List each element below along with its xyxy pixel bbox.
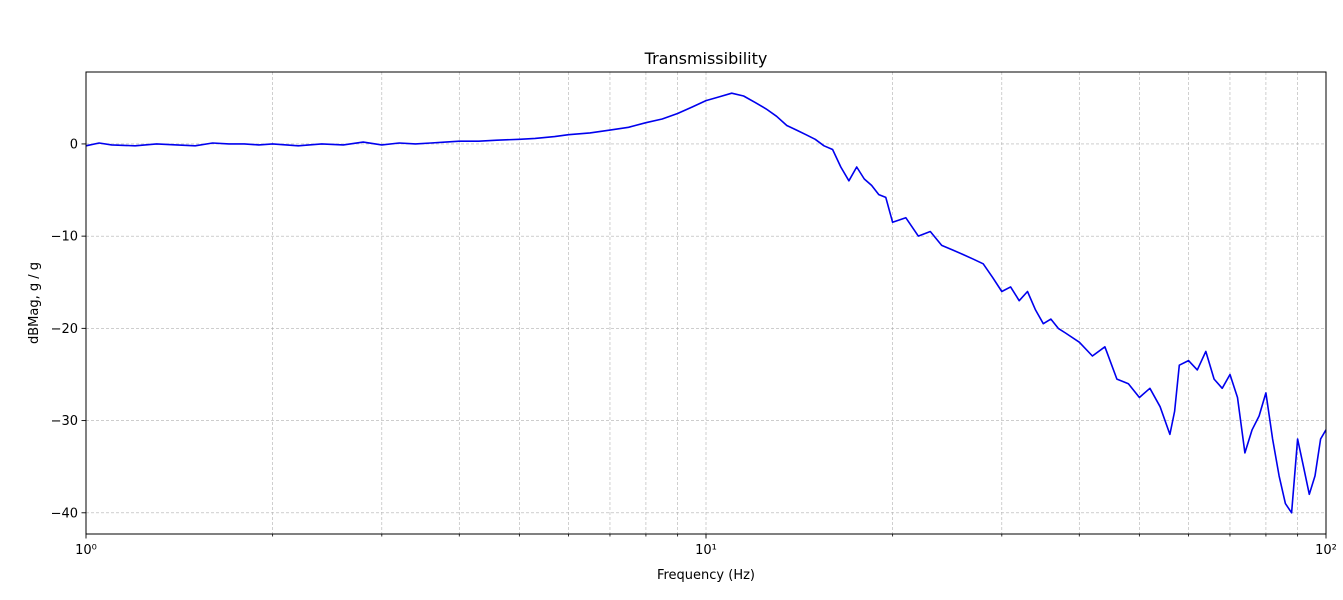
x-tick-label: 10¹ — [695, 543, 717, 558]
x-tick-label: 10⁰ — [75, 543, 97, 558]
x-axis-label: Frequency (Hz) — [657, 568, 755, 583]
y-axis-label: dBMag, g / g — [27, 262, 42, 344]
y-tick-label: 0 — [70, 137, 78, 152]
y-tick-label: −10 — [51, 230, 78, 245]
series-line — [85, 92, 1327, 514]
y-tick-label: −30 — [51, 414, 78, 429]
y-tick-label: −40 — [51, 506, 78, 521]
grid-layer — [86, 72, 1326, 534]
line-layer — [85, 92, 1327, 514]
x-tick-layer: 10⁰ 10¹ 10² — [75, 534, 1337, 558]
x-tick-label: 10² — [1315, 543, 1337, 558]
y-tick-label: −20 — [51, 322, 78, 337]
chart-title: Transmissibility — [644, 49, 768, 68]
y-tick-layer: 0 −10 −20 −30 −40 — [51, 137, 86, 521]
